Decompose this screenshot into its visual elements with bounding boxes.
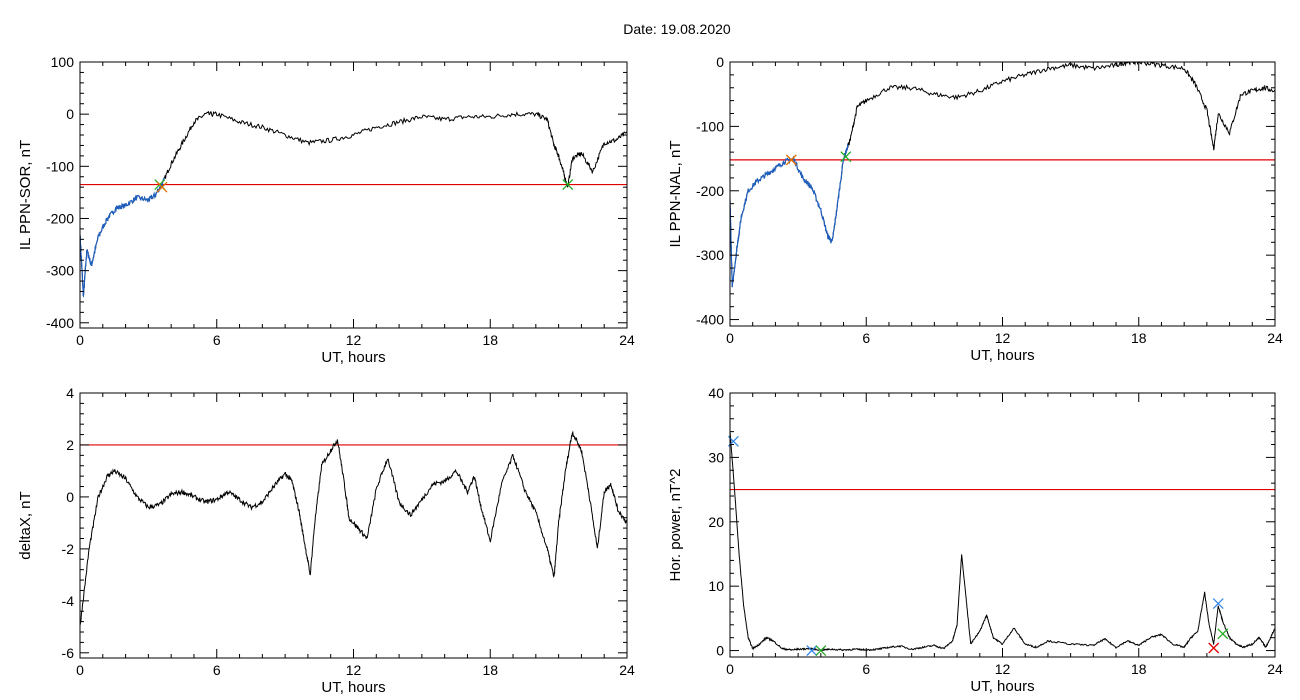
x-tick-label: 24 <box>619 332 635 348</box>
y-tick-label: -200 <box>46 210 74 226</box>
y-tick-label: 4 <box>66 385 74 401</box>
plot-frame <box>79 392 628 659</box>
event-marker-stroke <box>156 181 168 193</box>
y-tick-label: -400 <box>696 312 724 328</box>
y-tick-label: 0 <box>66 489 74 505</box>
y-axis-title: deltaX, nT <box>17 491 34 559</box>
x-tick-label: 12 <box>346 662 362 678</box>
figure-title: Date: 19.08.2020 <box>623 21 731 37</box>
x-tick-label: 0 <box>726 330 734 346</box>
x-tick-label: 24 <box>1267 661 1283 677</box>
x-tick-label: 6 <box>213 332 221 348</box>
event-marker <box>815 645 827 657</box>
x-axis-title: UT, hours <box>970 347 1034 364</box>
y-tick-label: -400 <box>46 315 74 331</box>
x-tick-label: 18 <box>482 662 498 678</box>
x-tick-label: 6 <box>213 662 221 678</box>
y-tick-label: -100 <box>46 158 74 174</box>
chart-panel-4: 0 6 12 18 24 0 10 20 30 40 UT, hours Hor. power, nT… <box>667 385 1283 695</box>
y-axis-title: Hor. power, nT^2 <box>667 469 684 582</box>
x-tick-label: 6 <box>862 330 870 346</box>
event-marker-stroke <box>840 151 852 163</box>
event-marker <box>840 151 852 163</box>
event-marker-stroke <box>1212 598 1224 610</box>
event-marker <box>1217 628 1229 640</box>
y-axis-title: IL PPN-SOR, nT <box>17 140 34 250</box>
event-marker-stroke <box>815 645 827 657</box>
y-tick-label: -4 <box>62 593 75 609</box>
x-axis-title: UT, hours <box>970 678 1034 695</box>
chart-panel-1: 0 6 12 18 24 -400 -300 -200 -100 0 100 UT, hours IL … <box>17 54 635 366</box>
y-tick-label: -200 <box>696 183 724 199</box>
x-axis-title: UT, hours <box>321 349 385 366</box>
x-tick-label: 12 <box>995 330 1011 346</box>
y-tick-label: 0 <box>66 106 74 122</box>
y-tick-label: 20 <box>708 514 724 530</box>
x-tick-label: 24 <box>619 662 635 678</box>
series-highlight-line <box>80 177 165 298</box>
series-line <box>80 430 627 626</box>
y-tick-label: -100 <box>696 118 724 134</box>
x-tick-label: 0 <box>726 661 734 677</box>
y-tick-label: -300 <box>696 247 724 263</box>
event-marker <box>785 154 797 166</box>
y-tick-label: 30 <box>708 449 724 465</box>
series-highlight-line <box>730 142 849 288</box>
event-marker-stroke <box>1217 628 1229 640</box>
event-marker-stroke <box>1208 642 1220 654</box>
y-tick-label: -6 <box>62 645 75 661</box>
y-tick-label: 10 <box>708 578 724 594</box>
event-marker <box>1208 642 1220 654</box>
x-tick-label: 18 <box>1131 330 1147 346</box>
y-tick-label: 40 <box>708 385 724 401</box>
x-tick-label: 12 <box>995 661 1011 677</box>
x-tick-label: 0 <box>76 332 84 348</box>
event-marker-stroke <box>785 154 797 166</box>
plot-frame <box>729 61 1276 327</box>
chart-panel-2: 0 6 12 18 24 -400 -300 -200 -100 0 UT, hours IL PPN… <box>667 54 1283 364</box>
x-tick-label: 6 <box>862 661 870 677</box>
x-tick-label: 18 <box>1131 661 1147 677</box>
y-tick-label: 2 <box>66 437 74 453</box>
x-tick-label: 12 <box>346 332 362 348</box>
series-line <box>80 110 627 298</box>
y-tick-label: 0 <box>716 643 724 659</box>
x-tick-label: 24 <box>1267 330 1283 346</box>
event-marker <box>156 181 168 193</box>
y-tick-label: 100 <box>51 54 75 70</box>
x-axis-title: UT, hours <box>321 679 385 696</box>
y-tick-label: -2 <box>62 541 75 557</box>
x-tick-label: 0 <box>76 662 84 678</box>
event-marker-stroke <box>562 179 574 191</box>
y-tick-label: -300 <box>46 263 74 279</box>
y-tick-label: 0 <box>716 54 724 70</box>
event-marker-stroke <box>806 645 818 657</box>
series-line <box>730 431 1275 652</box>
y-axis-title: IL PPN-NAL, nT <box>667 141 684 248</box>
event-marker <box>1212 598 1224 610</box>
event-marker <box>562 179 574 191</box>
plot-frame <box>729 392 1276 658</box>
series-line <box>730 62 1275 288</box>
plot-frame <box>79 61 628 329</box>
x-tick-label: 18 <box>482 332 498 348</box>
event-marker <box>806 645 818 657</box>
